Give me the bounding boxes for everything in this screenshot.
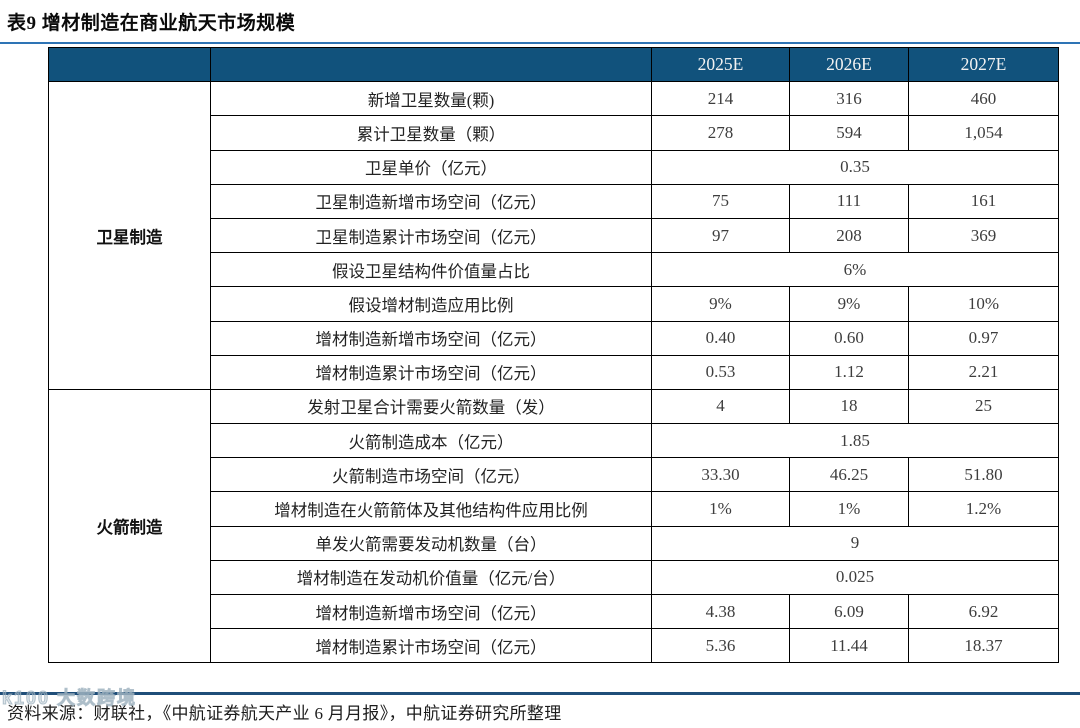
row-label: 卫星制造累计市场空间（亿元） <box>210 217 652 254</box>
header-year-2025E: 2025E <box>651 46 790 83</box>
cell-value: 25 <box>908 388 1059 425</box>
cell-value: 460 <box>908 81 1059 117</box>
table-row: 卫星制造 新增卫星数量(颗) 214 316 460 <box>48 81 1059 390</box>
cell-value: 1.2% <box>908 491 1059 527</box>
cell-value: 18.37 <box>908 628 1059 664</box>
table-row: 卫星制造新增市场空间（亿元） 75 111 161 <box>49 183 1059 219</box>
group-label: 火箭制造 <box>48 388 211 664</box>
table-row: 单发火箭需要发动机数量（台） 9 <box>49 525 1059 561</box>
table-row: 火箭制造 发射卫星合计需要火箭数量（发） 4 18 25 <box>48 388 1059 664</box>
table-head-row: 2025E 2026E 2027E <box>48 46 1059 83</box>
table-row: 假设增材制造应用比例 9% 9% 10% <box>49 286 1059 322</box>
header-empty-group <box>48 46 211 83</box>
row-label: 单发火箭需要发动机数量（台） <box>210 525 652 561</box>
row-label: 假设卫星结构件价值量占比 <box>210 252 652 288</box>
table-row: 增材制造新增市场空间（亿元） 4.38 6.09 6.92 <box>49 593 1059 630</box>
table-row: 卫星单价（亿元） 0.35 <box>49 149 1059 185</box>
cell-value: 0.60 <box>789 320 909 356</box>
cell-value-merged: 0.35 <box>651 149 1059 185</box>
cell-value: 9% <box>789 286 909 322</box>
table-body: 卫星制造 新增卫星数量(颗) 214 316 460 累计卫星数量（颗） 278 594 1,0… <box>48 81 1059 664</box>
cell-value: 1,054 <box>908 115 1059 151</box>
cell-value: 594 <box>789 115 909 151</box>
source-note: 资料来源：财联社，《中航证券航天产业 6 月月报》，中航证券研究所整理 <box>7 704 562 723</box>
row-label: 增材制造累计市场空间（亿元） <box>210 628 652 664</box>
cell-value-merged: 1.85 <box>651 423 1059 459</box>
header-year-2026E: 2026E <box>789 46 909 83</box>
row-label: 卫星单价（亿元） <box>210 149 652 185</box>
table-row: 火箭制造市场空间（亿元） 33.30 46.25 51.80 <box>49 457 1059 493</box>
cell-value: 316 <box>789 81 909 117</box>
row-label: 累计卫星数量（颗） <box>210 115 652 151</box>
market-size-table: 2025E 2026E 2027E 卫星制造 新增卫星数量(颗) 214 316 460 累计… <box>48 46 1059 664</box>
row-label: 增材制造在发动机价值量（亿元/台） <box>210 559 652 596</box>
cell-value: 111 <box>789 183 909 219</box>
cell-value: 4.38 <box>651 593 790 630</box>
cell-value: 10% <box>908 286 1059 322</box>
cell-value: 6.09 <box>789 593 909 630</box>
table-row: 假设卫星结构件价值量占比 6% <box>49 252 1059 288</box>
cell-value: 51.80 <box>908 457 1059 493</box>
cell-value: 208 <box>789 217 909 254</box>
cell-value: 1% <box>651 491 790 527</box>
top-divider <box>0 42 1080 44</box>
row-label: 增材制造新增市场空间（亿元） <box>210 593 652 630</box>
table-row: 增材制造累计市场空间（亿元） 0.53 1.12 2.21 <box>49 354 1059 390</box>
row-label: 增材制造新增市场空间（亿元） <box>210 320 652 356</box>
row-label: 增材制造累计市场空间（亿元） <box>210 354 652 390</box>
row-label: 发射卫星合计需要火箭数量（发） <box>210 388 652 425</box>
table-row: 火箭制造成本（亿元） 1.85 <box>49 423 1059 459</box>
table-row: 卫星制造累计市场空间（亿元） 97 208 369 <box>49 217 1059 254</box>
row-label: 假设增材制造应用比例 <box>210 286 652 322</box>
header-year-2027E: 2027E <box>908 46 1059 83</box>
cell-value: 2.21 <box>908 354 1059 390</box>
cell-value: 11.44 <box>789 628 909 664</box>
cell-value: 75 <box>651 183 790 219</box>
cell-value: 0.40 <box>651 320 790 356</box>
row-label: 火箭制造成本（亿元） <box>210 423 652 459</box>
cell-value: 369 <box>908 217 1059 254</box>
row-label: 新增卫星数量(颗) <box>210 81 652 117</box>
row-label: 卫星制造新增市场空间（亿元） <box>210 183 652 219</box>
cell-value: 161 <box>908 183 1059 219</box>
bottom-divider <box>0 692 1080 695</box>
table-row: 增材制造累计市场空间（亿元） 5.36 11.44 18.37 <box>49 628 1059 664</box>
cell-value-merged: 6% <box>651 252 1059 288</box>
row-label: 增材制造在火箭箭体及其他结构件应用比例 <box>210 491 652 527</box>
table-row: 增材制造新增市场空间（亿元） 0.40 0.60 0.97 <box>49 320 1059 356</box>
row-label: 火箭制造市场空间（亿元） <box>210 457 652 493</box>
header-empty-label <box>210 46 652 83</box>
cell-value: 0.53 <box>651 354 790 390</box>
cell-value: 0.97 <box>908 320 1059 356</box>
cell-value: 97 <box>651 217 790 254</box>
cell-value: 6.92 <box>908 593 1059 630</box>
table-row: 累计卫星数量（颗） 278 594 1,054 <box>49 115 1059 151</box>
table-row: 增材制造在发动机价值量（亿元/台） 0.025 <box>49 559 1059 596</box>
cell-value-merged: 9 <box>651 525 1059 561</box>
cell-value: 33.30 <box>651 457 790 493</box>
cell-value: 1% <box>789 491 909 527</box>
cell-value: 9% <box>651 286 790 322</box>
cell-value: 1.12 <box>789 354 909 390</box>
cell-value: 18 <box>789 388 909 425</box>
group-label: 卫星制造 <box>48 81 211 390</box>
table-title: 表9 增材制造在商业航天市场规模 <box>7 13 296 34</box>
cell-value: 46.25 <box>789 457 909 493</box>
cell-value: 5.36 <box>651 628 790 664</box>
cell-value: 278 <box>651 115 790 151</box>
cell-value-merged: 0.025 <box>651 559 1059 596</box>
cell-value: 214 <box>651 81 790 117</box>
cell-value: 4 <box>651 388 790 425</box>
